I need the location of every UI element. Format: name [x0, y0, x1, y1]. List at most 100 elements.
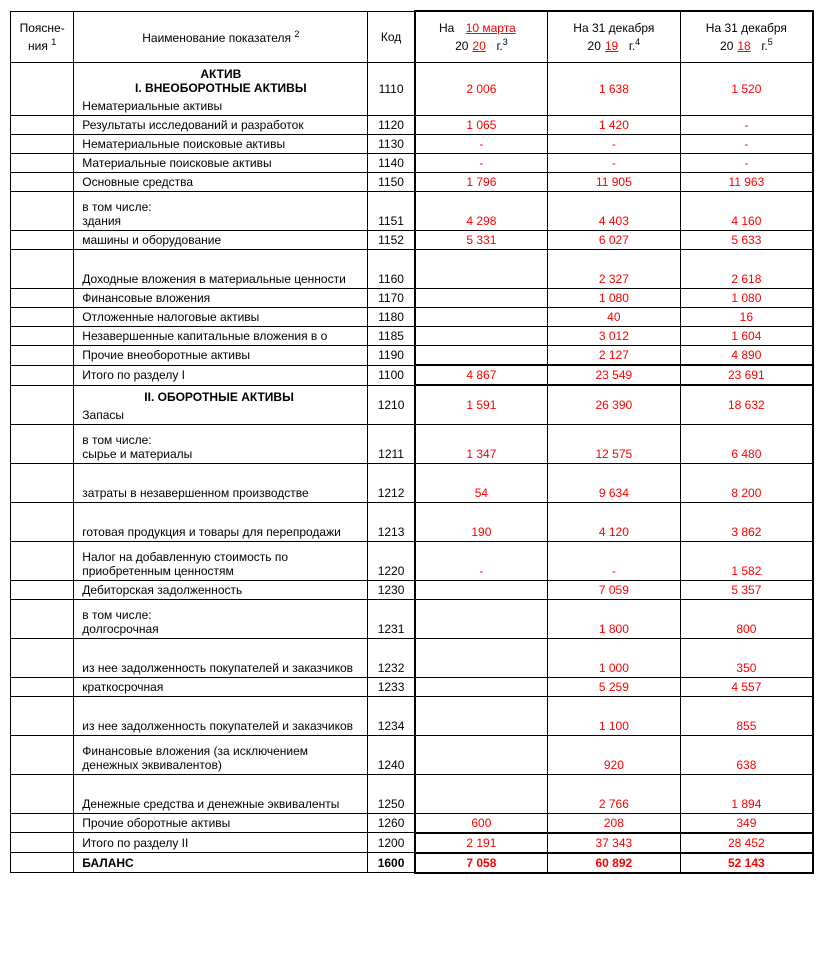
- value-cell: 23 691: [680, 365, 813, 385]
- value-cell: 1 065: [415, 116, 548, 135]
- value-cell: [415, 677, 548, 696]
- value-cell: 37 343: [548, 833, 681, 853]
- value-cell: [415, 346, 548, 366]
- table-row: готовая продукция и товары для перепрода…: [11, 502, 814, 541]
- code-cell: 1212: [368, 463, 415, 502]
- notes-cell: [11, 677, 74, 696]
- value-cell: 40: [548, 308, 681, 327]
- col1-year: 20: [468, 39, 489, 53]
- section-2-title: II. ОБОРОТНЫЕ АКТИВЫ: [74, 385, 368, 406]
- value-cell: 18 632: [680, 385, 813, 424]
- row-name: Незавершенные капитальные вложения в о: [74, 327, 368, 346]
- header-name: Наименование показателя 2: [74, 11, 368, 63]
- table-header-row: Поясне- ния 1 Наименование показателя 2 …: [11, 11, 814, 63]
- notes-cell: [11, 424, 74, 463]
- section-2-label: II. ОБОРОТНЫЕ АКТИВЫ: [144, 390, 294, 404]
- notes-cell: [11, 541, 74, 580]
- notes-cell: [11, 502, 74, 541]
- col1-sup: 3: [503, 37, 508, 47]
- code-cell: 1231: [368, 599, 415, 638]
- value-cell: [415, 308, 548, 327]
- value-cell: 4 890: [680, 346, 813, 366]
- notes-cell: [11, 580, 74, 599]
- row-name: Дебиторская задолженность: [74, 580, 368, 599]
- table-row: Итого по разделу I11004 86723 54923 691: [11, 365, 814, 385]
- value-cell: [415, 580, 548, 599]
- value-cell: [415, 735, 548, 774]
- row-name: готовая продукция и товары для перепрода…: [74, 502, 368, 541]
- table-row: Дебиторская задолженность12307 0595 357: [11, 580, 814, 599]
- col1-prefix: На: [439, 21, 454, 35]
- value-cell: 855: [680, 696, 813, 735]
- value-cell: 4 298: [415, 192, 548, 231]
- table-row: затраты в незавершенном производстве1212…: [11, 463, 814, 502]
- col2-prefix: На 31 декабря: [573, 21, 654, 35]
- value-cell: 1 100: [548, 696, 681, 735]
- row-name: Налог на добавленную стоимость по приобр…: [74, 541, 368, 580]
- value-cell: 1 800: [548, 599, 681, 638]
- row-name: Прочие оборотные активы: [74, 813, 368, 833]
- value-cell: [415, 327, 548, 346]
- value-cell: 350: [680, 638, 813, 677]
- value-cell: 4 403: [548, 192, 681, 231]
- row-name: Денежные средства и денежные эквиваленты: [74, 774, 368, 813]
- table-row: машины и оборудование11525 3316 0275 633: [11, 231, 814, 250]
- notes-cell: [11, 853, 74, 873]
- value-cell: 1 591: [415, 385, 548, 424]
- value-cell: 23 549: [548, 365, 681, 385]
- value-cell: [415, 289, 548, 308]
- row-name: в том числе: здания: [74, 192, 368, 231]
- value-cell: 1 347: [415, 424, 548, 463]
- code-cell: 1233: [368, 677, 415, 696]
- row-name: в том числе: долгосрочная: [74, 599, 368, 638]
- col1-yprefix: 20: [455, 39, 468, 53]
- value-cell: 2 127: [548, 346, 681, 366]
- row-name: затраты в незавершенном производстве: [74, 463, 368, 502]
- row-name: краткосрочная: [74, 677, 368, 696]
- value-cell: 5 633: [680, 231, 813, 250]
- section-1-header-row: АКТИВ I. ВНЕОБОРОТНЫЕ АКТИВЫ 1110 2 006 …: [11, 63, 814, 98]
- value-cell: 5 259: [548, 677, 681, 696]
- table-row: БАЛАНС16007 05860 89252 143: [11, 853, 814, 873]
- notes-cell: [11, 696, 74, 735]
- code-cell: 1260: [368, 813, 415, 833]
- value-cell: 638: [680, 735, 813, 774]
- code-cell: 1150: [368, 173, 415, 192]
- table-row: Незавершенные капитальные вложения в о11…: [11, 327, 814, 346]
- value-cell: -: [548, 135, 681, 154]
- code-cell: 1120: [368, 116, 415, 135]
- value-cell: [415, 250, 548, 289]
- code-cell: 1600: [368, 853, 415, 873]
- value-cell: 2 006: [415, 63, 548, 116]
- aktiv-label: АКТИВ: [78, 67, 363, 81]
- notes-cell: [11, 833, 74, 853]
- value-cell: -: [415, 541, 548, 580]
- value-cell: 7 059: [548, 580, 681, 599]
- table-row: Денежные средства и денежные эквиваленты…: [11, 774, 814, 813]
- value-cell: 3 862: [680, 502, 813, 541]
- table-row: в том числе: здания11514 2984 4034 160: [11, 192, 814, 231]
- col3-prefix: На 31 декабря: [706, 21, 787, 35]
- row-name: Итого по разделу II: [74, 833, 368, 853]
- notes-cell: [11, 308, 74, 327]
- row-name: из нее задолженность покупателей и заказ…: [74, 696, 368, 735]
- value-cell: 2 327: [548, 250, 681, 289]
- value-cell: 52 143: [680, 853, 813, 873]
- table-row: Основные средства11501 79611 90511 963: [11, 173, 814, 192]
- table-row: Результаты исследований и разработок1120…: [11, 116, 814, 135]
- value-cell: 2 766: [548, 774, 681, 813]
- table-row: Отложенные налоговые активы11804016: [11, 308, 814, 327]
- table-row: Финансовые вложения11701 0801 080: [11, 289, 814, 308]
- value-cell: 5 357: [680, 580, 813, 599]
- notes-cell: [11, 385, 74, 424]
- table-row: из нее задолженность покупателей и заказ…: [11, 638, 814, 677]
- value-cell: 11 963: [680, 173, 813, 192]
- value-cell: [415, 696, 548, 735]
- col2-yprefix: 20: [588, 39, 601, 53]
- value-cell: -: [680, 135, 813, 154]
- value-cell: 1 796: [415, 173, 548, 192]
- notes-cell: [11, 774, 74, 813]
- value-cell: 1 520: [680, 63, 813, 116]
- row-name: Основные средства: [74, 173, 368, 192]
- value-cell: 12 575: [548, 424, 681, 463]
